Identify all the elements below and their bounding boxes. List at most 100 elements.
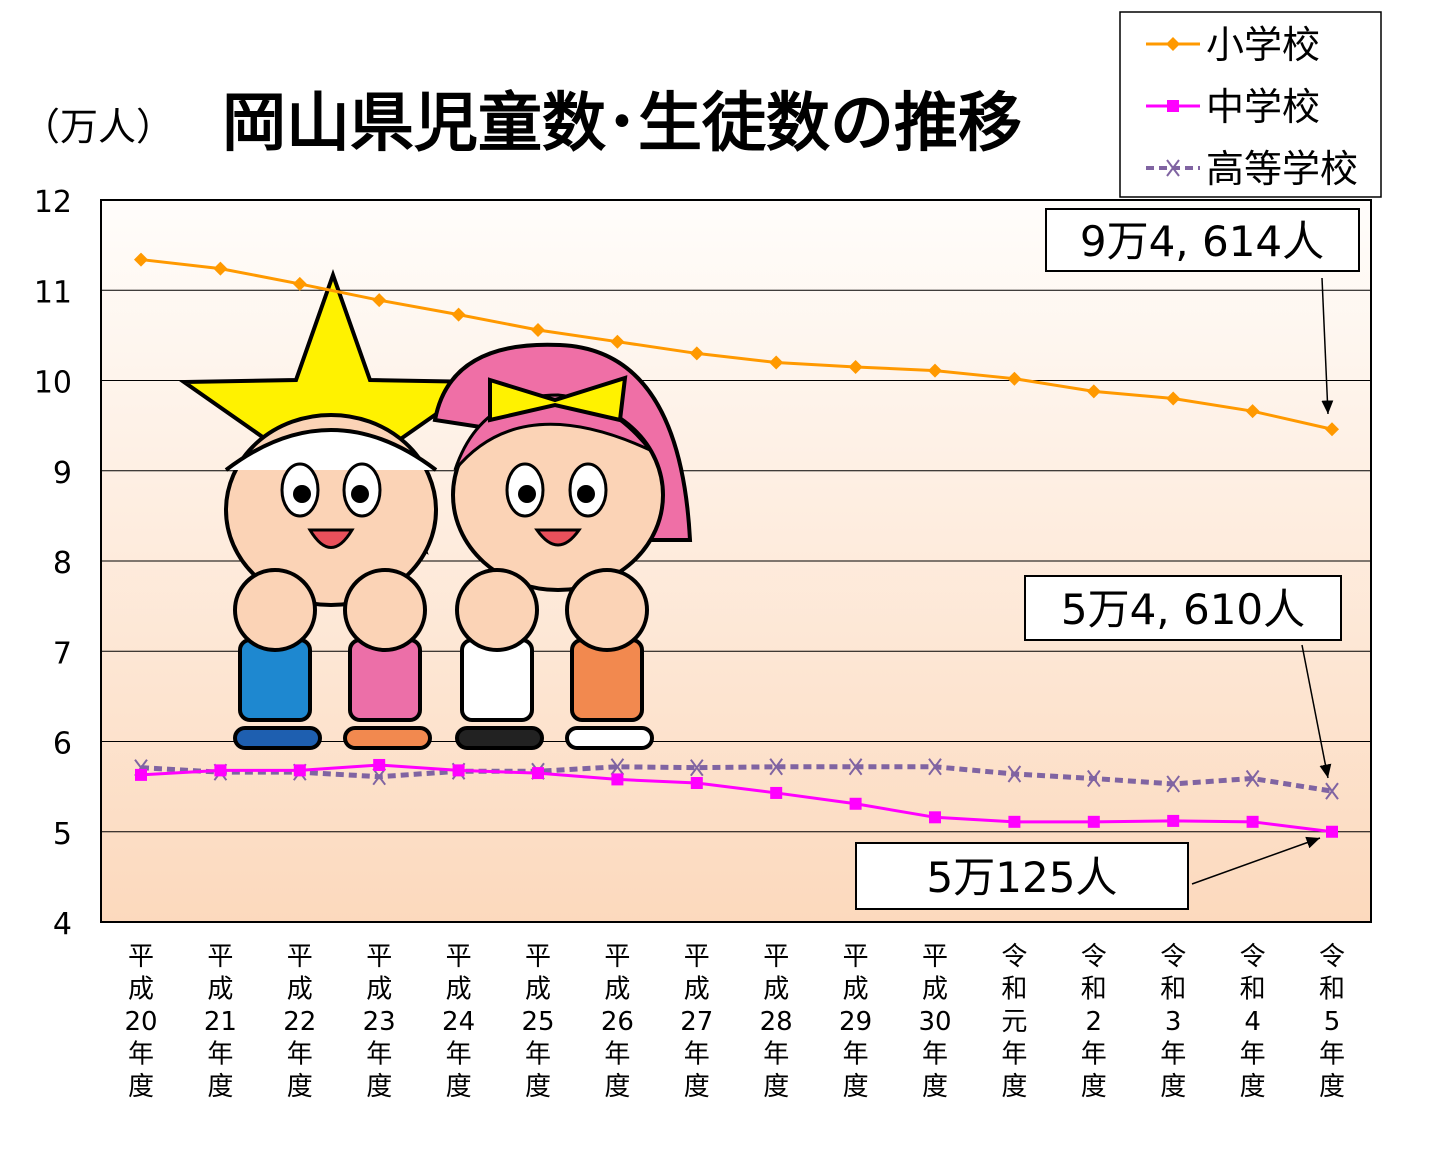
x-tick-label-part: 和 <box>1160 975 1186 1005</box>
x-tick-label-part: 平 <box>525 942 551 972</box>
x-tick-label-part: 年 <box>446 1040 472 1070</box>
y-tick-label: 11 <box>34 275 72 310</box>
x-tick-label-part: 成 <box>446 975 472 1005</box>
series-line <box>140 763 1333 834</box>
x-tick-label-part: 成 <box>843 975 869 1005</box>
x-tick-label-part: 度 <box>1240 1072 1266 1102</box>
x-tick-label-part: 年 <box>604 1040 630 1070</box>
x-tick-label-part: 平 <box>922 942 948 972</box>
annotation-junior: 5万125人 <box>855 836 1321 910</box>
x-tick-label-part: 30 <box>918 1007 951 1037</box>
x-tick-label-part: 年 <box>1081 1040 1107 1070</box>
y-tick-label: 7 <box>53 636 72 671</box>
data-point <box>372 768 386 786</box>
x-tick-label-part: 成 <box>207 975 233 1005</box>
x-tick-label-part: 23 <box>363 1007 396 1037</box>
data-point <box>532 767 544 780</box>
x-tick-label-part: 成 <box>922 975 948 1005</box>
series-line <box>140 258 1333 431</box>
x-tick-label-part: 年 <box>684 1040 710 1070</box>
y-tick-label: 12 <box>34 185 72 220</box>
x-tick-label-part: 21 <box>204 1007 237 1037</box>
data-point <box>849 797 862 810</box>
legend-item: 高等学校 <box>1146 147 1358 191</box>
x-tick-label-part: 年 <box>525 1040 551 1070</box>
y-tick-label: 4 <box>53 907 72 942</box>
x-tick-label-part: 平 <box>207 942 233 972</box>
x-tick-label-part: 年 <box>287 1040 313 1070</box>
data-point <box>769 355 784 370</box>
data-point <box>848 359 863 374</box>
x-tick-label-part: 度 <box>1160 1072 1186 1102</box>
x-tick-label-part: 和 <box>1240 975 1266 1005</box>
x-tick-label-part: 26 <box>601 1007 634 1037</box>
x-tick-label-part: 年 <box>1160 1040 1186 1070</box>
data-point <box>372 293 387 308</box>
y-tick-label: 10 <box>34 366 72 401</box>
data-point <box>292 276 307 291</box>
x-tick-label-part: 平 <box>843 942 869 972</box>
data-point <box>1008 815 1021 828</box>
data-point <box>1167 814 1180 827</box>
x-tick-label-part: 度 <box>1081 1072 1107 1102</box>
data-point <box>928 363 942 378</box>
x-tick-label-part: 年 <box>1240 1040 1266 1070</box>
x-tick-label-part: 度 <box>922 1072 948 1102</box>
y-tick-label: 9 <box>53 456 72 491</box>
x-tick-label-part: 度 <box>525 1072 551 1102</box>
data-point <box>452 764 465 777</box>
data-point <box>610 334 625 349</box>
data-point <box>1086 384 1101 399</box>
x-tick-label-part: 年 <box>1319 1040 1345 1070</box>
x-tick-label-part: 平 <box>604 942 630 972</box>
x-tick-label-part: 令 <box>1160 942 1186 972</box>
data-point <box>135 768 147 781</box>
data-point <box>1245 404 1260 419</box>
data-point <box>848 758 863 776</box>
data-point <box>610 758 625 776</box>
x-tick-label-part: 度 <box>207 1072 233 1102</box>
legend-label: 高等学校 <box>1206 147 1358 191</box>
data-point <box>1166 775 1180 793</box>
x-tick-label-part: 度 <box>1319 1072 1345 1102</box>
x-tick-label-part: 20 <box>124 1007 157 1037</box>
legend-label: 小学校 <box>1206 23 1320 67</box>
x-tick-label-part: 令 <box>1001 942 1027 972</box>
x-tick-label-part: 27 <box>680 1007 713 1037</box>
x-tick-label-part: 平 <box>366 942 392 972</box>
x-tick-label-part: 和 <box>1319 975 1345 1005</box>
data-point <box>769 758 783 776</box>
x-tick-label-part: 2 <box>1086 1007 1103 1037</box>
legend-label: 中学校 <box>1206 85 1320 129</box>
x-tick-label-part: 年 <box>366 1040 392 1070</box>
data-point <box>1325 422 1339 437</box>
x-tick-label-part: 3 <box>1165 1007 1182 1037</box>
x-tick-label-part: 年 <box>922 1040 948 1070</box>
data-point <box>373 758 386 771</box>
x-tick-label-part: 平 <box>763 942 789 972</box>
x-tick-label-part: 令 <box>1319 942 1345 972</box>
x-tick-label-part: 令 <box>1081 942 1107 972</box>
x-tick-label-part: 和 <box>1001 975 1027 1005</box>
y-axis-unit: （万人） <box>22 105 174 149</box>
data-point <box>929 811 941 824</box>
data-point <box>928 758 942 776</box>
x-tick-label-part: 度 <box>763 1072 789 1102</box>
legend-item: 小学校 <box>1146 23 1320 67</box>
x-tick-label-part: 年 <box>763 1040 789 1070</box>
x-tick-label-part: 平 <box>287 942 313 972</box>
data-point <box>770 786 783 799</box>
data-point <box>690 777 703 790</box>
x-tick-label-part: 令 <box>1240 942 1266 972</box>
x-tick-label-part: 平 <box>128 942 154 972</box>
x-tick-label-part: 平 <box>684 942 710 972</box>
chart-title: 岡山県児童数･生徒数の推移 <box>222 87 1022 161</box>
annotation-elementary-text: 9万4, 614人 <box>1080 217 1324 266</box>
